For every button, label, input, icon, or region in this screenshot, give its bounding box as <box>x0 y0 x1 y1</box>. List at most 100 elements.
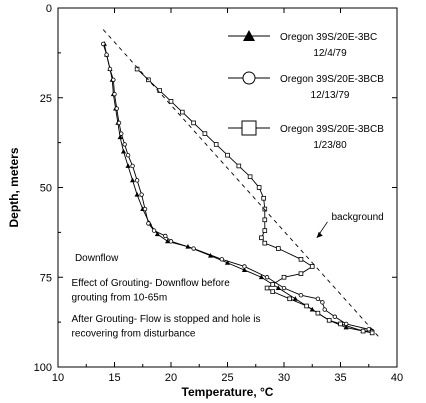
data-point <box>270 282 275 287</box>
data-point <box>366 327 371 332</box>
data-point <box>276 246 281 251</box>
data-point <box>191 246 196 251</box>
series-1 <box>100 41 375 334</box>
y-tick-label: 75 <box>40 272 52 284</box>
data-point <box>309 264 315 269</box>
legend-entry: Oregon 39S/20E-3BC 12/4/79 <box>228 30 377 59</box>
data-point <box>343 324 349 330</box>
data-point <box>114 106 119 111</box>
annotation-text: After Grouting- Flow is stopped and hole… <box>72 314 261 325</box>
data-point <box>134 191 140 197</box>
data-point <box>332 314 338 319</box>
x-tick-label: 25 <box>221 372 233 384</box>
data-point <box>315 296 321 301</box>
data-point <box>292 296 298 301</box>
legend-series-date: 12/4/79 <box>313 48 347 59</box>
data-point <box>142 206 148 212</box>
arrowhead-icon <box>316 231 323 238</box>
data-point <box>112 91 117 97</box>
data-point <box>304 303 309 309</box>
y-axis-label: Depth, meters <box>7 147 21 227</box>
data-point <box>287 296 292 302</box>
data-point <box>107 66 113 72</box>
legend-entry: Oregon 39S/20E-3BCB 1/23/80 <box>228 120 384 151</box>
data-point <box>326 318 332 323</box>
data-point <box>168 99 174 104</box>
data-point <box>100 41 106 47</box>
data-point <box>241 267 248 272</box>
legend-series-date: 1/23/80 <box>313 140 347 151</box>
data-point <box>202 131 208 136</box>
annotation-text: grouting from 10-65m <box>72 293 168 304</box>
y-tick-label: 25 <box>40 93 52 105</box>
data-point <box>165 238 171 244</box>
data-point <box>134 178 140 183</box>
data-point <box>360 328 366 334</box>
data-point <box>369 330 375 336</box>
data-point <box>213 142 219 147</box>
data-point <box>298 256 304 262</box>
data-point <box>298 271 304 276</box>
data-point <box>122 142 127 147</box>
y-tick-label: 0 <box>46 3 52 15</box>
annotation-text: Effect of Grouting- Downflow before <box>72 278 231 289</box>
x-tick-label: 35 <box>334 372 346 384</box>
legend-series-name: Oregon 39S/20E-3BC <box>280 32 377 43</box>
data-point <box>338 321 343 327</box>
square-marker-icon <box>241 120 257 136</box>
x-tick-label: 40 <box>391 372 403 384</box>
data-point <box>315 310 321 316</box>
annotation-text: background <box>331 212 383 223</box>
background-line <box>102 29 381 339</box>
data-point <box>281 274 287 280</box>
data-point <box>130 163 135 169</box>
data-point <box>281 285 287 291</box>
x-tick-label: 20 <box>165 372 177 384</box>
series-line <box>136 68 373 334</box>
x-tick-label: 15 <box>108 372 120 384</box>
data-point <box>139 192 144 197</box>
data-point <box>236 163 242 169</box>
data-point <box>117 134 123 140</box>
data-point <box>320 300 325 305</box>
data-point <box>191 120 196 126</box>
data-point <box>119 131 124 136</box>
data-point <box>179 109 185 115</box>
data-point <box>262 228 268 233</box>
data-point <box>242 264 247 269</box>
data-point <box>225 152 230 158</box>
data-point <box>262 240 268 246</box>
data-point <box>168 239 174 244</box>
data-point <box>125 163 131 168</box>
data-point <box>224 260 231 265</box>
data-point <box>111 77 116 82</box>
annotation-text: Downflow <box>75 253 119 264</box>
data-point <box>130 177 136 183</box>
x-axis-label: Temperature, °C <box>182 385 274 399</box>
data-point <box>258 274 264 280</box>
data-point <box>219 257 225 262</box>
data-point <box>261 195 266 201</box>
data-point <box>146 221 151 226</box>
data-point <box>120 148 127 154</box>
y-tick-label: 50 <box>40 183 52 195</box>
series-2 <box>134 66 375 336</box>
x-tick-label: 10 <box>52 372 64 384</box>
annotations: background Downflow Effect of Grouting- Do… <box>72 212 384 340</box>
data-point <box>298 293 304 298</box>
data-point <box>163 233 168 239</box>
data-point <box>270 289 275 294</box>
data-point <box>154 231 161 237</box>
legend-entry: Oregon 39S/20E-3BCB 12/13/79 <box>228 71 384 101</box>
annotation-text: recovering from disturbance <box>72 328 196 339</box>
series-layer <box>100 29 381 339</box>
data-point <box>264 275 270 280</box>
data-point <box>262 217 268 223</box>
series-3 <box>102 29 381 339</box>
legend-series-date: 12/13/79 <box>311 90 350 101</box>
data-point <box>151 228 157 233</box>
data-point <box>256 185 262 190</box>
triangle-marker-icon <box>243 30 255 41</box>
